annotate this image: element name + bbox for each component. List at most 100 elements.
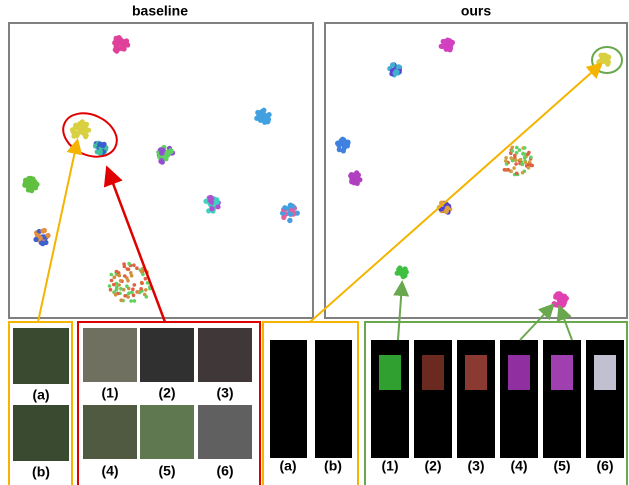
point (133, 283, 137, 287)
point (511, 146, 515, 150)
point (393, 70, 398, 75)
point (76, 123, 81, 128)
point (563, 295, 568, 300)
point (131, 287, 135, 291)
baseline-panel (9, 23, 313, 318)
point (514, 158, 518, 162)
image-label: (4) (101, 463, 118, 479)
point (127, 262, 131, 266)
point (40, 228, 45, 233)
point (262, 120, 267, 125)
point (555, 302, 560, 307)
point (110, 273, 114, 277)
point (145, 295, 149, 299)
point (135, 266, 139, 270)
point (355, 176, 360, 181)
point (524, 161, 528, 165)
point (40, 241, 45, 246)
point (140, 281, 144, 285)
image-grid: (a)(b)(1)(2)(3)(4)(5)(6)(a)(b)(1)(2)(3)(… (13, 328, 624, 480)
image (83, 328, 137, 382)
image-label: (5) (553, 458, 570, 474)
point (126, 279, 130, 283)
image-label: (1) (381, 458, 398, 474)
point (82, 132, 87, 137)
image-label: (3) (216, 385, 233, 401)
point (450, 40, 455, 45)
image-label: (a) (32, 387, 49, 403)
image (83, 405, 137, 459)
point (126, 295, 130, 299)
point (140, 270, 144, 274)
point (127, 291, 131, 295)
point (596, 60, 601, 65)
point (144, 277, 148, 281)
point (160, 160, 165, 165)
point (561, 302, 566, 307)
point (446, 45, 451, 50)
image-label: (2) (158, 385, 175, 401)
point (26, 176, 31, 181)
point (209, 206, 214, 211)
image (140, 405, 194, 459)
point (390, 62, 395, 67)
point (108, 284, 112, 288)
point (530, 164, 534, 168)
image (198, 405, 252, 459)
point (282, 205, 287, 210)
image-label: (b) (32, 464, 50, 480)
point (46, 233, 51, 238)
point (506, 168, 510, 172)
panel-title: baseline (132, 3, 188, 19)
point (165, 152, 170, 157)
image-label: (4) (510, 458, 527, 474)
point (601, 53, 606, 58)
image-label: (1) (101, 385, 118, 401)
point (515, 172, 519, 176)
point (555, 291, 560, 296)
point (398, 267, 403, 272)
image-label: (b) (324, 458, 342, 474)
point (86, 128, 91, 133)
point (515, 146, 519, 150)
figure: baseline ours (a)(b)(1)(2)(3)(4)(5)(6)(a… (0, 0, 629, 485)
point (114, 36, 119, 41)
image (270, 340, 307, 458)
ours-panel (325, 23, 627, 318)
point (114, 42, 119, 47)
point (123, 294, 127, 298)
point (125, 284, 129, 288)
image (315, 340, 352, 458)
image-label: (6) (216, 463, 233, 479)
point (71, 134, 76, 139)
point (139, 287, 143, 291)
point (118, 274, 122, 278)
point (514, 162, 518, 166)
image (13, 405, 69, 461)
point (515, 151, 519, 155)
point (215, 204, 220, 209)
point (129, 299, 133, 303)
point (512, 166, 516, 170)
point (509, 170, 513, 174)
point (504, 159, 508, 163)
point (119, 279, 123, 283)
point (119, 287, 123, 291)
point (136, 290, 140, 294)
point (504, 156, 508, 160)
point (97, 142, 102, 147)
point (112, 283, 116, 287)
point (288, 212, 293, 217)
point (527, 166, 531, 170)
image-label: (2) (424, 458, 441, 474)
image (379, 355, 401, 390)
point (335, 141, 340, 146)
point (114, 293, 118, 297)
image (13, 328, 69, 384)
point (123, 274, 127, 278)
panel-title: ours (461, 3, 492, 19)
point (209, 199, 214, 204)
point (109, 288, 113, 292)
point (110, 279, 114, 283)
point (129, 271, 133, 275)
